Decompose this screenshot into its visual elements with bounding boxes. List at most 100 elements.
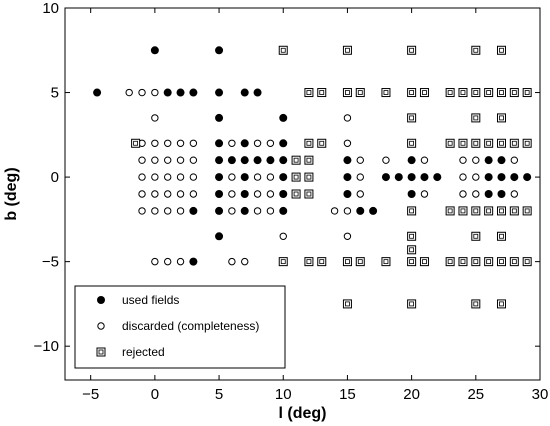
rejected-field-point xyxy=(509,206,519,216)
x-tick-label: 25 xyxy=(467,386,484,403)
discarded-field-point xyxy=(343,139,352,147)
legend-label-rejected: rejected xyxy=(122,345,165,359)
rejected-field-point xyxy=(317,257,327,267)
used-field-point xyxy=(523,173,532,182)
rejected-field-point xyxy=(407,206,417,216)
used-field-point xyxy=(279,139,288,148)
discarded-field-point xyxy=(176,156,185,164)
rejected-field-point xyxy=(445,257,455,267)
used-field-point xyxy=(215,190,224,198)
discarded-field-point xyxy=(510,190,519,198)
rejected-field-point xyxy=(496,113,506,123)
rejected-field-point xyxy=(291,155,301,165)
used-field-point xyxy=(215,156,224,165)
rejected-field-point xyxy=(419,257,429,267)
y-tick-label: −10 xyxy=(34,338,59,355)
rejected-field-point xyxy=(419,88,429,98)
rejected-field-point xyxy=(496,45,506,55)
discarded-field-point xyxy=(472,173,480,181)
discarded-field-point xyxy=(382,156,390,164)
used-field-point xyxy=(253,156,262,165)
discarded-field-point xyxy=(253,207,262,215)
rejected-field-point xyxy=(407,299,417,309)
rejected-field-point xyxy=(355,257,365,267)
discarded-field-point xyxy=(228,257,236,266)
discarded-field-point xyxy=(138,156,146,164)
used-field-point xyxy=(279,113,288,122)
rejected-field-point xyxy=(484,257,494,267)
rejected-field-point xyxy=(471,138,481,148)
discarded-field-point xyxy=(420,156,429,164)
discarded-field-point xyxy=(241,257,249,266)
rejected-field-point xyxy=(342,88,352,98)
used-field-point xyxy=(279,156,288,165)
used-field-point xyxy=(240,173,249,182)
discarded-field-point xyxy=(164,139,172,147)
discarded-field-point xyxy=(176,190,185,198)
rejected-field-point xyxy=(131,138,141,148)
rejected-field-point xyxy=(445,138,455,148)
discarded-field-point xyxy=(176,139,185,147)
rejected-field-point xyxy=(496,231,506,241)
x-tick-label: 5 xyxy=(215,386,223,403)
rejected-field-point xyxy=(509,257,519,267)
used-field-point xyxy=(394,173,403,182)
discarded-field-point xyxy=(189,139,198,147)
used-field-point xyxy=(279,206,288,215)
used-field-point xyxy=(497,156,506,165)
discarded-field-point xyxy=(459,156,467,164)
rejected-field-point xyxy=(445,206,455,216)
discarded-field-point xyxy=(266,173,275,181)
discarded-field-point xyxy=(472,156,480,164)
rejected-field-point xyxy=(342,299,352,309)
discarded-field-point xyxy=(151,173,159,181)
rejected-field-point xyxy=(355,88,365,98)
rejected-field-point xyxy=(317,138,327,148)
legend-marker-symbol xyxy=(97,296,105,304)
rejected-field-point xyxy=(407,113,417,123)
rejected-field-point xyxy=(291,189,301,199)
discarded-field-point xyxy=(266,207,275,215)
used-field-point xyxy=(227,156,236,165)
used-field-point xyxy=(150,46,159,55)
discarded-field-point xyxy=(164,257,172,266)
used-field-point xyxy=(407,190,416,198)
used-field-point xyxy=(497,173,506,182)
discarded-field-point xyxy=(189,173,198,181)
legend-marker-symbol xyxy=(96,347,106,357)
discarded-field-point xyxy=(151,156,159,164)
rejected-field-point xyxy=(304,172,314,182)
legend-label-discarded: discarded (completeness) xyxy=(122,319,259,333)
rejected-field-point xyxy=(484,138,494,148)
y-tick-label: 10 xyxy=(42,0,59,17)
rejected-field-point xyxy=(304,189,314,199)
rejected-field-point xyxy=(484,88,494,98)
used-field-point xyxy=(176,88,185,97)
used-field-point xyxy=(420,173,429,182)
discarded-field-point xyxy=(343,232,352,240)
used-field-point xyxy=(240,88,249,97)
legend-marker-symbol xyxy=(97,322,105,330)
discarded-field-point xyxy=(138,190,146,198)
used-field-point xyxy=(343,173,352,182)
used-field-point xyxy=(343,190,352,198)
rejected-field-point xyxy=(317,88,327,98)
legend-label-used-fields: used fields xyxy=(122,293,179,307)
discarded-field-point xyxy=(138,88,146,97)
used-field-point xyxy=(356,206,365,215)
rejected-field-point xyxy=(471,206,481,216)
rejected-field-point xyxy=(291,172,301,182)
used-field-point xyxy=(215,113,224,122)
used-field-point xyxy=(484,190,493,198)
used-field-point xyxy=(484,156,493,165)
discarded-field-point xyxy=(151,190,159,198)
used-field-point xyxy=(215,46,224,55)
y-tick-label: 5 xyxy=(51,85,59,102)
discarded-field-point xyxy=(343,114,352,122)
y-tick-label: 0 xyxy=(51,169,59,186)
rejected-field-point xyxy=(278,257,288,267)
discarded-field-point xyxy=(228,207,236,215)
discarded-field-point xyxy=(151,88,159,97)
legend-marker-used-fields xyxy=(97,296,105,304)
